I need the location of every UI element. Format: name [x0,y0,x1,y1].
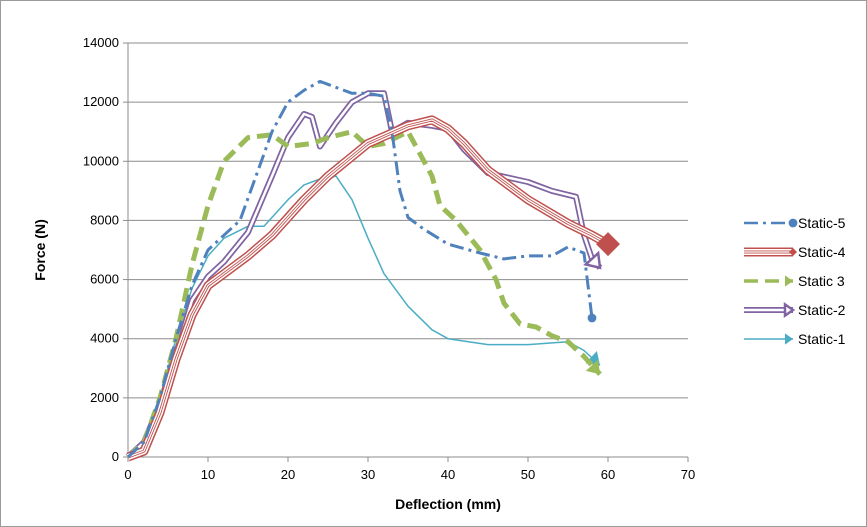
x-tick-label: 20 [281,467,295,482]
y-tick-label: 10000 [83,153,119,168]
x-tick-label: 10 [201,467,215,482]
y-tick-label: 0 [112,449,119,464]
legend: Static-5 Static-4 Static 3 Static-2 Static-1 [744,215,846,347]
end-marker [585,359,600,375]
y-tick-label: 4000 [90,331,119,346]
end-marker [583,250,602,270]
x-tick-label: 0 [124,467,131,482]
x-tick-label: 30 [361,467,375,482]
y-tick-label: 12000 [83,94,119,109]
gridlines [128,42,688,399]
y-tick-label: 8000 [90,212,119,227]
legend-item: Static-1 [744,331,846,347]
legend-label: Static-2 [798,302,846,318]
y-tick-label: 6000 [90,272,119,287]
legend-marker [785,275,793,287]
legend-label: Static 3 [798,273,845,289]
legend-label: Static-4 [798,244,846,260]
series-static-1 [127,175,601,458]
x-tick-label: 40 [441,467,455,482]
y-tick-label: 2000 [90,390,119,405]
end-marker [596,232,620,257]
x-tick-label: 60 [601,467,615,482]
x-tick-label: 50 [521,467,535,482]
series-static-5 [126,79,597,459]
legend-item: Static 3 [744,273,845,289]
x-tick-label: 70 [681,467,695,482]
legend-item: Static-2 [744,301,846,319]
legend-item: Static-5 [744,215,846,231]
series-static-2 [125,90,603,460]
legend-marker [788,218,798,228]
legend-label: Static-1 [798,331,846,347]
legend-item: Static-4 [744,244,846,260]
legend-marker [789,248,797,256]
legend-label: Static-5 [798,215,846,231]
series-static-4 [126,115,620,462]
y-axis-title: Force (N) [32,219,48,280]
end-marker [587,313,597,323]
x-axis-title: Deflection (mm) [395,496,501,512]
legend-marker [783,301,796,319]
series-static-3 [126,129,602,459]
y-tick-label: 14000 [83,35,119,50]
legend-marker [785,333,793,345]
